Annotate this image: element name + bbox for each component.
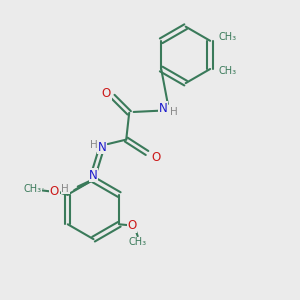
Text: H: H [61,184,69,194]
Text: O: O [50,185,59,198]
Text: N: N [98,140,107,154]
Text: CH₃: CH₃ [219,66,237,76]
Text: H: H [170,107,178,117]
Text: CH₃: CH₃ [23,184,41,194]
Text: O: O [127,219,136,232]
Text: CH₃: CH₃ [129,237,147,247]
Text: N: N [159,102,168,115]
Text: H: H [90,140,98,150]
Text: O: O [102,87,111,100]
Text: OCH₃: OCH₃ [42,188,46,189]
Text: O: O [151,151,160,164]
Text: CH₃: CH₃ [219,32,237,42]
Text: N: N [89,169,98,182]
Text: O: O [50,185,59,198]
